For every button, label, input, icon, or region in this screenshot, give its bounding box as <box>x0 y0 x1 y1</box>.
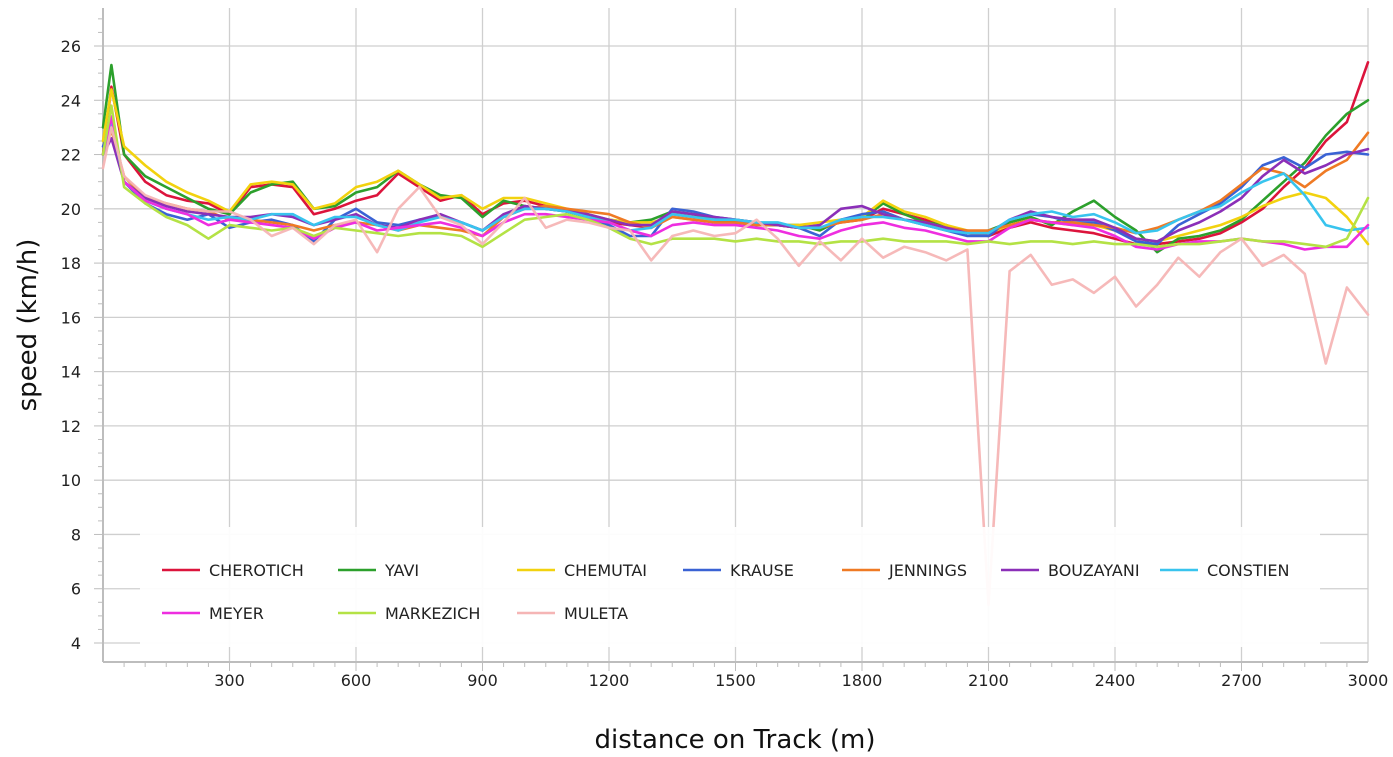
legend-label-constien: CONSTIEN <box>1207 561 1289 580</box>
x-tick-label: 900 <box>467 671 498 690</box>
legend: CHEROTICH YAVI CHEMUTAI KRAUSE JENNINGS BOUZA… <box>140 527 1320 647</box>
y-tick-label: 20 <box>61 200 81 219</box>
y-tick-label: 24 <box>61 91 81 110</box>
legend-label-chemutai: CHEMUTAI <box>564 561 647 580</box>
legend-label-markezich: MARKEZICH <box>385 604 480 623</box>
x-tick-label: 600 <box>341 671 372 690</box>
y-tick-label: 16 <box>61 308 81 327</box>
y-tick-label: 14 <box>61 363 81 382</box>
x-tick-label: 1200 <box>589 671 630 690</box>
series-line-jennings <box>101 128 1370 238</box>
legend-label-meyer: MEYER <box>209 604 264 623</box>
legend-label-cherotich: CHEROTICH <box>209 561 304 580</box>
legend-label-yavi: YAVI <box>384 561 419 580</box>
x-tick-label: 3000 <box>1348 671 1389 690</box>
x-tick-label: 2400 <box>1095 671 1136 690</box>
y-tick-label: 26 <box>61 37 81 56</box>
series-line-constien <box>101 120 1370 235</box>
x-tick-label: 2700 <box>1221 671 1262 690</box>
y-tick-label: 4 <box>71 634 81 653</box>
x-tick-label: 1800 <box>842 671 883 690</box>
y-tick-label: 22 <box>61 146 81 165</box>
legend-background <box>140 527 1320 647</box>
series-line-bouzayani <box>101 137 1370 243</box>
legend-label-jennings: JENNINGS <box>888 561 967 580</box>
axes: 300 600 900 1200 1500 1800 2100 2400 2700 3000 4 6 8… <box>61 8 1389 690</box>
x-tick-label: 300 <box>214 671 245 690</box>
series-line-muleta <box>101 126 1370 607</box>
x-axis-title: distance on Track (m) <box>595 725 876 755</box>
y-tick-label: 6 <box>71 580 81 599</box>
legend-label-krause: KRAUSE <box>730 561 794 580</box>
y-tick-label: 18 <box>61 254 81 273</box>
y-tick-label: 12 <box>61 417 81 436</box>
y-tick-label: 10 <box>61 471 81 490</box>
x-tick-label: 1500 <box>715 671 756 690</box>
x-tick-label: 2100 <box>968 671 1009 690</box>
legend-label-bouzayani: BOUZAYANI <box>1048 561 1140 580</box>
series-lines <box>101 60 1370 607</box>
y-tick-label: 8 <box>71 525 81 544</box>
legend-label-muleta: MULETA <box>564 604 628 623</box>
y-axis-title: speed (km/h) <box>13 239 43 412</box>
